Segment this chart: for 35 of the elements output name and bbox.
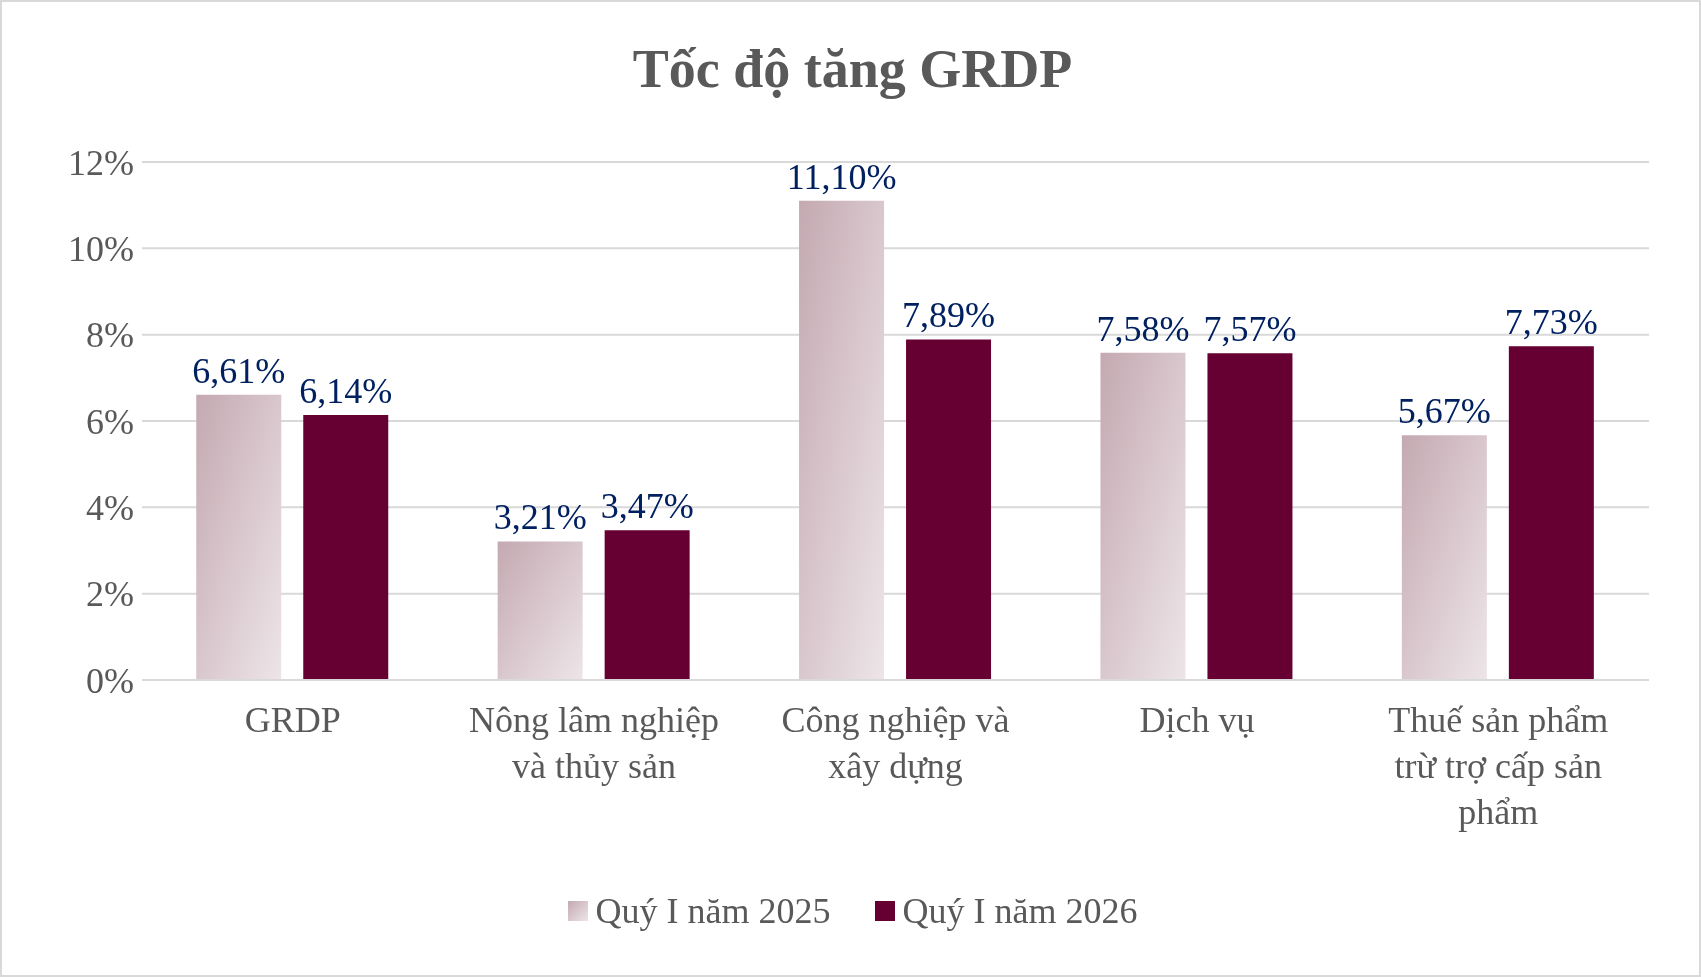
data-label: 3,47% [600,486,694,527]
data-label: 6,14% [299,370,393,411]
data-label: 11,10% [786,156,897,197]
y-tick-label: 10% [68,229,134,270]
chart-title: Tốc độ tăng GRDP [631,38,1074,100]
x-tick-label: Thuế sản phẩm trừ trợ cấp sản phẩm [1388,700,1609,832]
data-label: 7,73% [1504,302,1598,343]
data-label: 6,61% [192,350,286,391]
x-tick-label: GRDP [244,700,341,740]
y-tick-label: 0% [86,660,134,701]
data-label: 3,21% [493,497,587,538]
data-label: 7,58% [1096,308,1190,349]
data-label: 5,67% [1397,391,1491,432]
bar [1401,435,1487,680]
bar [604,530,690,680]
legend-label: Quý I năm 2025 [595,890,831,932]
bar [196,394,282,680]
data-label: 7,89% [902,295,996,336]
y-tick-label: 4% [86,488,134,529]
x-tick-label: Công nghiệp và xây dựng [781,700,1010,786]
bar [1100,352,1186,680]
y-tick-label: 12% [68,142,134,183]
bar [799,200,885,680]
bar [497,541,583,680]
x-tick-label: Nông lâm nghiệp và thủy sản [469,700,720,786]
y-tick-label: 6% [86,401,134,442]
data-label: 7,57% [1203,309,1297,350]
bar [303,414,389,680]
bar [906,339,992,680]
bar [1207,353,1293,680]
bar [1508,346,1594,680]
legend-label: Quý I năm 2026 [902,890,1138,932]
x-tick-label: Dịch vụ [1139,700,1255,740]
y-tick-label: 8% [86,315,134,356]
y-tick-label: 2% [86,574,134,615]
